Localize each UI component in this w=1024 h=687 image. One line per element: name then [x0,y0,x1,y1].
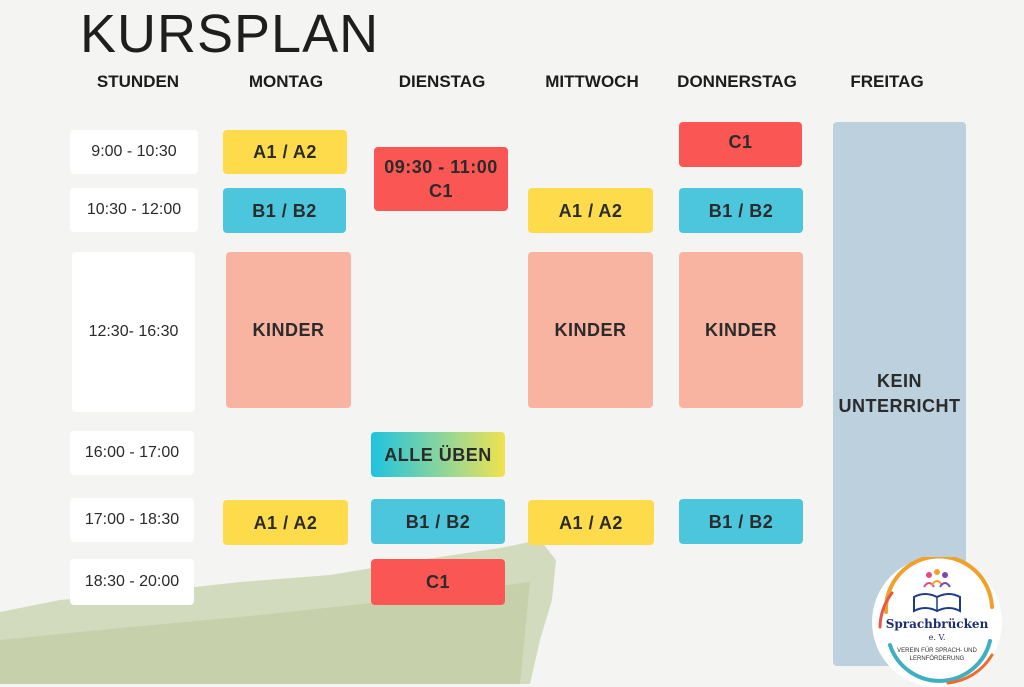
logo-name: Sprachbrücken [885,617,989,631]
tue-b1b2: B1 / B2 [371,499,505,544]
logo-subtitle: VEREIN FÜR SPRACH- UND LERNFÖRDERUNG [897,647,977,663]
wed-a1a2-evening: A1 / A2 [528,500,654,545]
mon-b1b2: B1 / B2 [223,188,346,233]
tue-c1-morning: 09:30 - 11:00 C1 [374,147,508,211]
fri-line-1: KEIN [876,371,922,391]
time-slot-6: 18:30 - 20:00 [70,559,194,605]
tue-c1-time: 09:30 - 11:00 [384,157,498,177]
header-montag: MONTAG [248,72,324,91]
tue-alle-ueben: ALLE ÜBEN [371,432,505,477]
fri-line-2: UNTERRICHT [838,396,961,416]
time-slot-3: 12:30- 16:30 [72,252,195,412]
time-slot-2: 10:30 - 12:00 [70,188,198,232]
thu-c1: C1 [679,122,802,167]
time-slot-5: 17:00 - 18:30 [70,498,194,542]
logo-subtitle-line-1: VEREIN FÜR SPRACH- UND [897,648,977,654]
header-freitag: FREITAG [850,72,924,91]
logo-subtitle-line-2: LERNFÖRDERUNG [909,656,965,662]
header-mittwoch: MITTWOCH [545,72,639,91]
wed-kinder: KINDER [528,252,653,408]
header-stunden: STUNDEN [96,72,180,91]
time-slot-1: 9:00 - 10:30 [70,130,198,174]
tue-c1-evening: C1 [371,559,505,605]
logo-suffix: e. V. [928,633,946,642]
page-title: KURSPLAN [80,4,380,64]
thu-b1b2-evening: B1 / B2 [679,499,803,544]
time-slot-4: 16:00 - 17:00 [70,431,194,475]
mon-a1a2-morning: A1 / A2 [223,130,347,174]
thu-kinder: KINDER [679,252,803,408]
tue-c1-label: C1 [428,181,453,201]
header-donnerstag: DONNERSTAG [677,72,797,91]
logo-graphic [878,557,994,685]
sprachbruecken-logo: Sprachbrücken e. V. VEREIN FÜR SPRACH- U… [872,557,1002,687]
thu-b1b2-morning: B1 / B2 [679,188,803,233]
wed-a1a2-morning: A1 / A2 [528,188,653,233]
mon-kinder: KINDER [226,252,351,408]
header-dienstag: DIENSTAG [398,72,486,91]
mon-a1a2-evening: A1 / A2 [223,500,348,545]
